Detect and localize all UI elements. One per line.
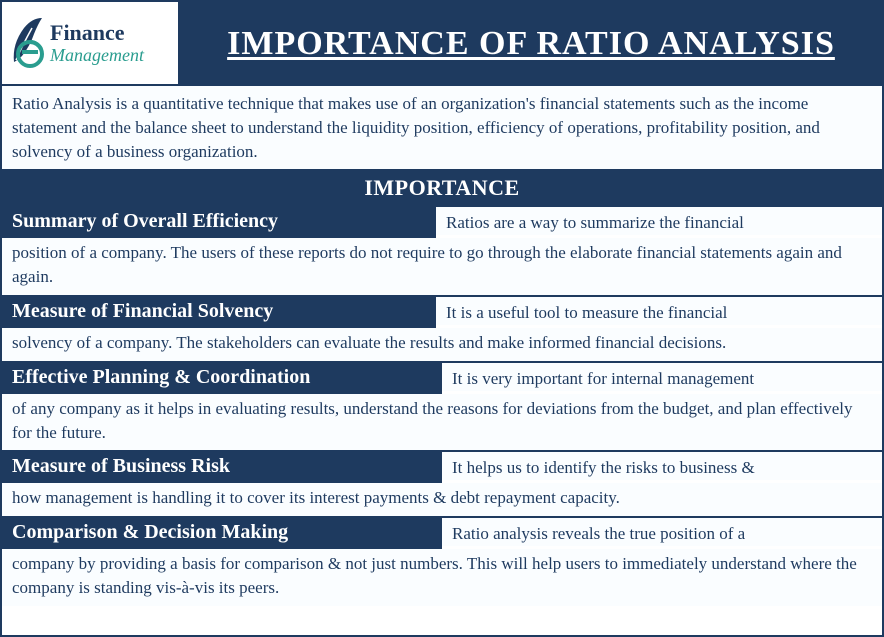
page-title: IMPORTANCE OF RATIO ANALYSIS xyxy=(180,2,882,86)
header-bar: Finance Management IMPORTANCE OF RATIO A… xyxy=(2,2,882,86)
logo-text: Finance Management xyxy=(50,22,144,64)
logo: Finance Management xyxy=(2,2,180,86)
section-header-importance: IMPORTANCE xyxy=(2,171,882,205)
item-lead: It is a useful tool to measure the finan… xyxy=(436,297,882,325)
item-lead: It helps us to identify the risks to bus… xyxy=(442,452,882,480)
item-summary-efficiency: Summary of Overall Efficiency Ratios are… xyxy=(2,205,882,295)
item-heading: Effective Planning & Coordination xyxy=(2,363,442,394)
item-comparison-decision: Comparison & Decision Making Ratio analy… xyxy=(2,516,882,606)
item-planning-coordination: Effective Planning & Coordination It is … xyxy=(2,361,882,451)
intro-paragraph: Ratio Analysis is a quantitative techniq… xyxy=(2,86,882,171)
item-lead: Ratios are a way to summarize the financ… xyxy=(436,207,882,235)
item-body: how management is handling it to cover i… xyxy=(2,483,882,516)
item-heading: Measure of Business Risk xyxy=(2,452,442,483)
item-body: of any company as it helps in evaluating… xyxy=(2,394,882,451)
item-heading: Comparison & Decision Making xyxy=(2,518,442,549)
item-body: solvency of a company. The stakeholders … xyxy=(2,328,882,361)
item-financial-solvency: Measure of Financial Solvency It is a us… xyxy=(2,295,882,361)
item-heading: Measure of Financial Solvency xyxy=(2,297,436,328)
item-heading: Summary of Overall Efficiency xyxy=(2,207,436,238)
logo-line1: Finance xyxy=(50,22,144,44)
item-lead: Ratio analysis reveals the true position… xyxy=(442,518,882,546)
logo-line2: Management xyxy=(50,46,144,64)
infographic-container: Finance Management IMPORTANCE OF RATIO A… xyxy=(0,0,884,637)
item-body: position of a company. The users of thes… xyxy=(2,238,882,295)
item-body: company by providing a basis for compari… xyxy=(2,549,882,606)
item-lead: It is very important for internal manage… xyxy=(442,363,882,391)
item-business-risk: Measure of Business Risk It helps us to … xyxy=(2,450,882,516)
feather-e-icon xyxy=(8,16,46,70)
